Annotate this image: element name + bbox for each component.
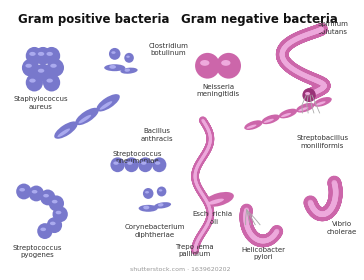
Ellipse shape xyxy=(127,162,132,165)
Ellipse shape xyxy=(47,59,64,77)
Ellipse shape xyxy=(96,94,120,111)
Ellipse shape xyxy=(32,190,37,193)
Ellipse shape xyxy=(158,203,163,207)
Ellipse shape xyxy=(52,200,58,203)
Text: Escherichia
coli: Escherichia coli xyxy=(192,211,232,225)
Ellipse shape xyxy=(16,184,32,199)
Text: Staphylococcus
aureus: Staphylococcus aureus xyxy=(14,96,68,110)
Ellipse shape xyxy=(281,113,291,117)
Ellipse shape xyxy=(302,88,316,102)
Ellipse shape xyxy=(104,64,125,71)
Ellipse shape xyxy=(79,115,91,123)
Ellipse shape xyxy=(58,129,70,137)
Ellipse shape xyxy=(40,228,46,231)
Ellipse shape xyxy=(50,64,57,68)
Text: Streptobacillus
moniliformis: Streptobacillus moniliformis xyxy=(297,135,349,149)
Ellipse shape xyxy=(244,120,262,130)
Ellipse shape xyxy=(38,52,44,56)
Text: Streptococcus
pneumoniae: Streptococcus pneumoniae xyxy=(113,151,162,164)
Ellipse shape xyxy=(143,188,154,199)
Ellipse shape xyxy=(38,69,44,73)
Ellipse shape xyxy=(262,115,280,124)
Ellipse shape xyxy=(216,53,241,79)
Ellipse shape xyxy=(110,157,125,172)
Ellipse shape xyxy=(204,192,234,207)
Ellipse shape xyxy=(246,125,257,129)
Text: Treponema
pallidium: Treponema pallidium xyxy=(175,244,213,257)
Ellipse shape xyxy=(100,101,112,110)
Ellipse shape xyxy=(143,206,149,209)
Ellipse shape xyxy=(29,79,36,83)
Ellipse shape xyxy=(200,60,209,66)
Ellipse shape xyxy=(138,157,153,172)
Text: Gram negative bacteria: Gram negative bacteria xyxy=(181,13,337,26)
Ellipse shape xyxy=(29,186,44,201)
Text: Neisseria
meningitidis: Neisseria meningitidis xyxy=(197,83,240,97)
Ellipse shape xyxy=(145,191,149,193)
Ellipse shape xyxy=(124,69,130,72)
Ellipse shape xyxy=(43,74,60,92)
Ellipse shape xyxy=(124,157,139,172)
Ellipse shape xyxy=(305,92,310,95)
Ellipse shape xyxy=(313,97,332,107)
Ellipse shape xyxy=(141,162,146,165)
Text: Bacillus
anthracis: Bacillus anthracis xyxy=(141,128,173,142)
Ellipse shape xyxy=(152,157,166,172)
Text: Corynebacterium
diphtheriae: Corynebacterium diphtheriae xyxy=(125,224,185,238)
Text: shutterstock.com · 1639620202: shutterstock.com · 1639620202 xyxy=(130,267,231,272)
Ellipse shape xyxy=(316,101,326,106)
Ellipse shape xyxy=(40,190,55,205)
Text: Clostridium
botulinum: Clostridium botulinum xyxy=(148,43,188,57)
Ellipse shape xyxy=(47,52,53,56)
Ellipse shape xyxy=(22,59,39,77)
Ellipse shape xyxy=(264,119,274,123)
Ellipse shape xyxy=(195,53,220,79)
Ellipse shape xyxy=(43,194,49,197)
Ellipse shape xyxy=(120,68,138,74)
Ellipse shape xyxy=(34,47,52,65)
Ellipse shape xyxy=(26,47,43,65)
Ellipse shape xyxy=(50,222,56,225)
Ellipse shape xyxy=(25,64,32,68)
Ellipse shape xyxy=(154,202,171,209)
Ellipse shape xyxy=(19,188,25,192)
Ellipse shape xyxy=(109,65,116,69)
Ellipse shape xyxy=(221,60,230,66)
Ellipse shape xyxy=(26,74,43,92)
Ellipse shape xyxy=(54,122,78,139)
Ellipse shape xyxy=(52,206,68,222)
Ellipse shape xyxy=(111,51,116,54)
Ellipse shape xyxy=(47,79,53,83)
Ellipse shape xyxy=(56,211,62,214)
Ellipse shape xyxy=(124,53,134,63)
Ellipse shape xyxy=(109,48,120,60)
Ellipse shape xyxy=(34,64,52,81)
Ellipse shape xyxy=(159,189,162,192)
Ellipse shape xyxy=(49,195,64,211)
Ellipse shape xyxy=(29,52,36,56)
Ellipse shape xyxy=(207,199,224,205)
Ellipse shape xyxy=(298,107,308,111)
Text: Gram positive bacteria: Gram positive bacteria xyxy=(18,13,169,26)
Ellipse shape xyxy=(139,205,158,212)
Ellipse shape xyxy=(155,162,160,165)
Ellipse shape xyxy=(47,217,62,233)
Ellipse shape xyxy=(75,108,99,125)
Ellipse shape xyxy=(126,56,130,58)
Text: Helicobacter
pylori: Helicobacter pylori xyxy=(241,247,285,260)
Text: Spirillum
volutans: Spirillum volutans xyxy=(317,21,348,35)
Ellipse shape xyxy=(113,162,119,165)
Text: Vibrio
cholerae: Vibrio cholerae xyxy=(327,221,357,235)
Ellipse shape xyxy=(157,186,166,197)
Text: Streptococcus
pyogenes: Streptococcus pyogenes xyxy=(12,245,62,258)
Ellipse shape xyxy=(37,223,52,239)
Ellipse shape xyxy=(279,109,297,118)
Ellipse shape xyxy=(296,103,314,113)
Ellipse shape xyxy=(43,47,60,65)
